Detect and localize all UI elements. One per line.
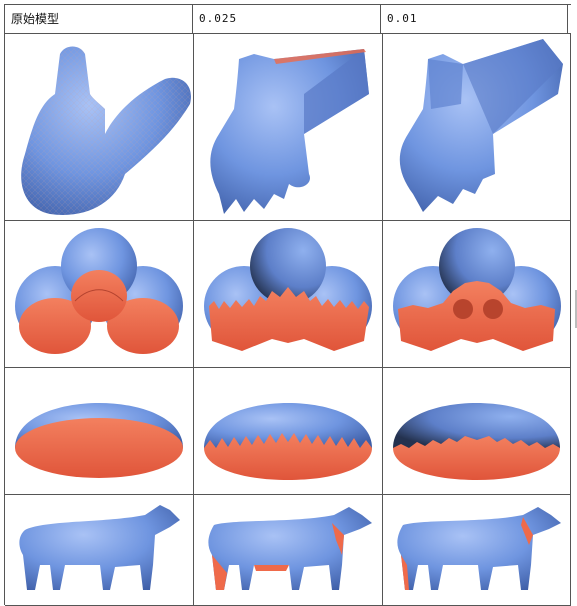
header-0-01: 0.01 [381,5,568,33]
table-row [5,495,571,606]
cow-original-image [5,495,194,605]
hemisphere-icon [15,403,183,478]
bunny-icon [21,46,191,215]
hemisphere-0-025-image [194,368,383,494]
bunny-original-image [5,34,194,220]
bunny-0-025-image [194,34,383,220]
three-spheres-icon [204,228,372,351]
three-spheres-icon [393,228,561,351]
cow-icon [397,507,561,590]
header-row: 原始模型 0.025 0.01 [5,5,571,34]
hemisphere-0-01-image [383,368,571,494]
spheres-original-image [5,221,194,367]
bunny-icon [210,49,369,214]
comparison-table: 原始模型 0.025 0.01 [4,4,571,606]
header-0-025: 0.025 [193,5,381,33]
cow-icon [19,505,180,590]
three-spheres-icon [15,228,183,354]
hemisphere-icon [393,403,560,480]
cow-icon [208,507,372,590]
header-original-model: 原始模型 [5,5,193,33]
spheres-0-025-image [194,221,383,367]
hemisphere-original-image [5,368,194,494]
scrollbar-thumb[interactable] [575,290,577,328]
hemisphere-icon [204,403,372,480]
spheres-0-01-image [383,221,571,367]
cow-0-025-image [194,495,383,605]
bunny-0-01-image [383,34,571,220]
table-row [5,368,571,495]
table-row [5,34,571,221]
bunny-icon [399,39,563,212]
cow-0-01-image [383,495,571,605]
table-row [5,221,571,368]
